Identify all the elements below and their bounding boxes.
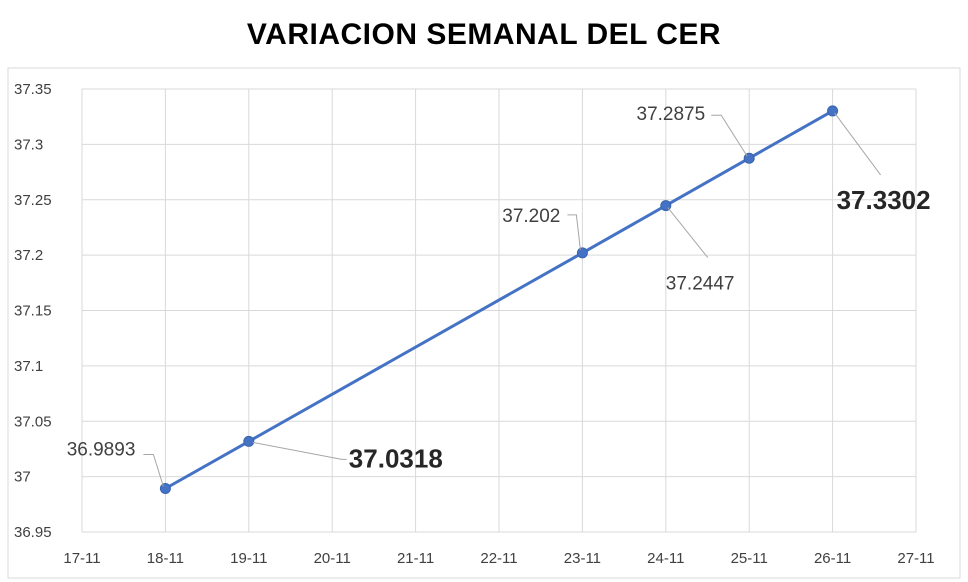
leader-line xyxy=(143,453,164,487)
y-tick-label: 37.15 xyxy=(14,303,52,320)
x-axis-ticks: 17-11 18-11 19-11 20-11 21-11 22-11 23-11 24-11… xyxy=(63,550,934,567)
x-tick-label: 17-11 xyxy=(63,550,100,567)
x-tick-label: 20-11 xyxy=(314,550,351,567)
x-tick-label: 27-11 xyxy=(897,550,934,567)
data-point xyxy=(243,435,255,447)
data-label: 36.9893 xyxy=(67,439,136,460)
y-tick-label: 36.95 xyxy=(14,524,52,541)
data-labels: 36.9893 37.0318 37.202 37.2447 37.2875 37.330… xyxy=(67,104,931,487)
y-tick-label: 37 xyxy=(14,469,31,486)
y-axis-ticks: 36.95 37 37.05 37.1 37.15 37.2 37.25 37.3 37.35 xyxy=(14,81,52,541)
x-tick-label: 26-11 xyxy=(814,550,851,567)
x-tick-label: 18-11 xyxy=(147,550,184,567)
x-tick-label: 23-11 xyxy=(564,550,601,567)
data-label: 37.0318 xyxy=(349,443,443,473)
x-tick-label: 21-11 xyxy=(397,550,434,567)
y-tick-label: 37.2 xyxy=(14,247,43,264)
leader-line xyxy=(711,114,748,157)
gridlines xyxy=(81,88,917,533)
leader-line xyxy=(567,214,581,250)
leader-line xyxy=(252,441,347,460)
x-tick-label: 25-11 xyxy=(731,550,768,567)
leader-line xyxy=(834,112,882,176)
leader-line xyxy=(667,207,709,258)
y-tick-label: 37.25 xyxy=(14,192,52,209)
series-path xyxy=(164,109,834,490)
data-label: 37.2875 xyxy=(637,104,706,125)
data-label: 37.2447 xyxy=(666,274,735,295)
y-tick-label: 37.3 xyxy=(14,136,43,153)
data-label: 37.202 xyxy=(502,206,560,227)
data-point xyxy=(576,247,588,259)
x-tick-label: 19-11 xyxy=(230,550,267,567)
chart-frame xyxy=(7,67,961,579)
data-point xyxy=(159,482,171,494)
y-tick-label: 37.1 xyxy=(14,358,43,375)
x-tick-label: 22-11 xyxy=(480,550,517,567)
x-tick-label: 24-11 xyxy=(647,550,684,567)
data-label: 37.3302 xyxy=(837,185,931,215)
chart-title: VARIACION SEMANAL DEL CER xyxy=(246,18,722,51)
y-tick-label: 37.35 xyxy=(14,81,52,98)
y-tick-label: 37.05 xyxy=(14,413,52,430)
